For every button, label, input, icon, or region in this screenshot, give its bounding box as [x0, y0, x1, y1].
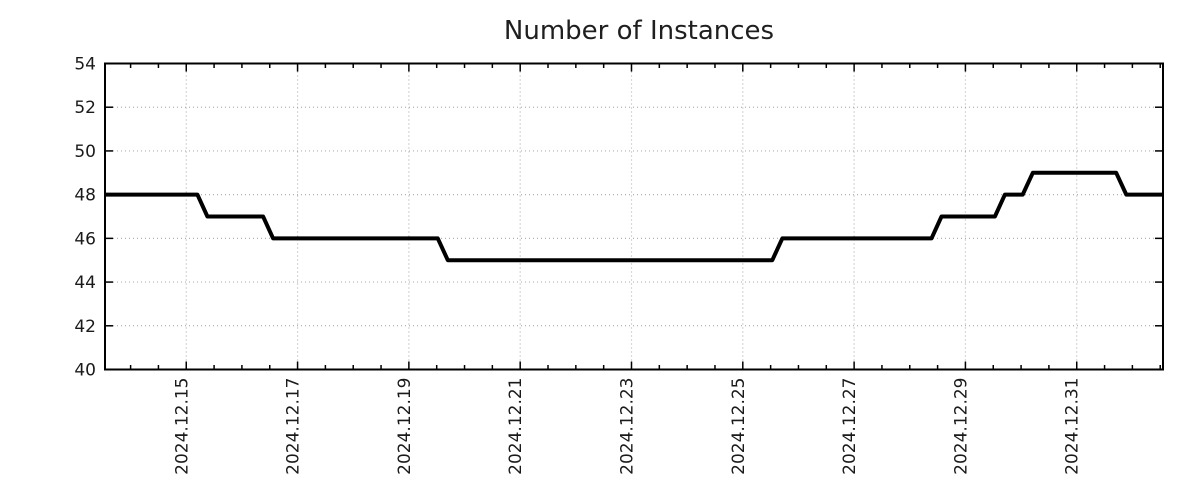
- y-tick-label: 48: [74, 186, 96, 206]
- x-tick-label: 2024.12.15: [172, 378, 192, 475]
- x-tick-label: 2024.12.21: [506, 378, 526, 475]
- chart-title: Number of Instances: [504, 16, 774, 46]
- x-tick-label: 2024.12.29: [951, 378, 971, 475]
- y-tick-label: 52: [74, 98, 96, 118]
- y-tick-label: 54: [74, 55, 96, 75]
- y-tick-label: 40: [74, 361, 96, 381]
- plot-border: [104, 62, 1164, 371]
- data-series-line: [105, 170, 1163, 263]
- x-tick-label: 2024.12.23: [617, 378, 637, 475]
- y-tick-label: 46: [74, 229, 96, 249]
- x-tick-label: 2024.12.25: [729, 378, 749, 475]
- x-tick-label: 2024.12.19: [395, 378, 415, 475]
- y-tick-label: 44: [74, 273, 96, 293]
- x-tick-label: 2024.12.27: [840, 378, 860, 475]
- x-tick-label: 2024.12.17: [284, 378, 304, 475]
- x-tick-label: 2024.12.31: [1063, 378, 1083, 475]
- y-tick-label: 42: [74, 317, 96, 337]
- y-tick-label: 50: [74, 142, 96, 162]
